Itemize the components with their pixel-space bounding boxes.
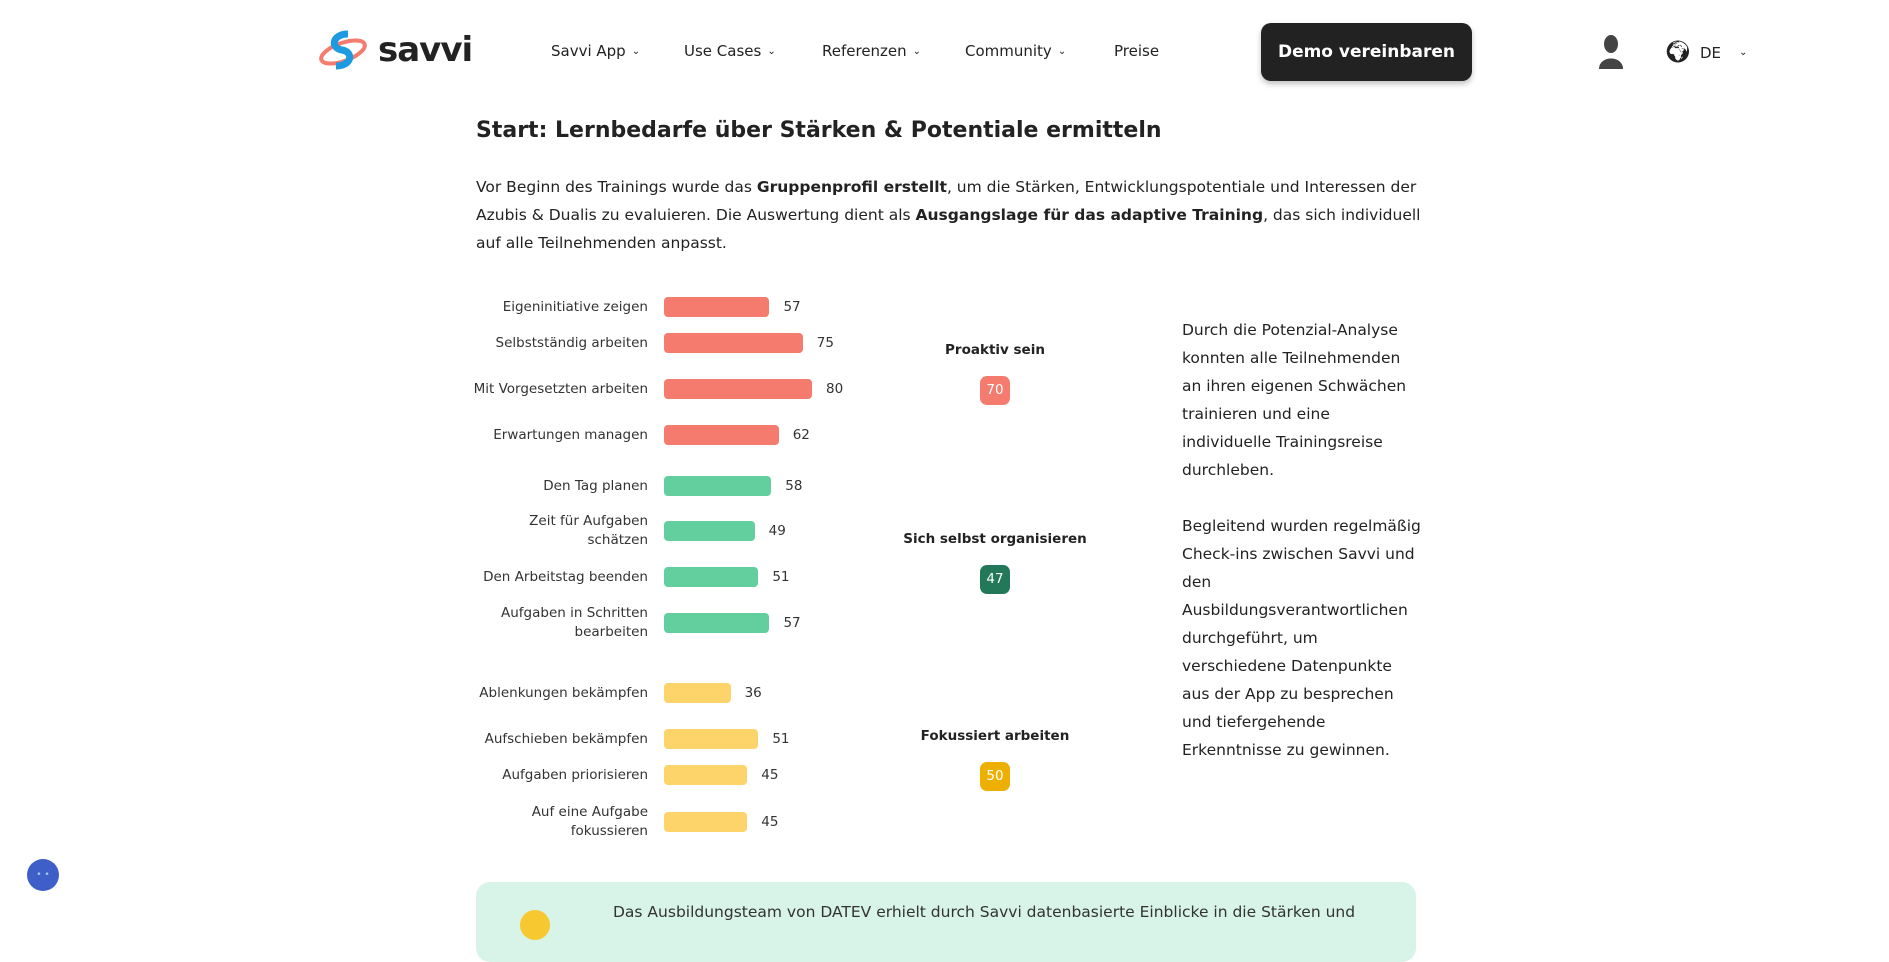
bar-label: Aufgaben priorisieren	[502, 766, 648, 783]
bar-value: 36	[744, 685, 762, 701]
bar	[664, 333, 803, 353]
chart-row: Den Tag planen 58	[470, 463, 870, 509]
bar-value: 45	[761, 767, 779, 783]
bar	[664, 379, 812, 399]
bar	[664, 683, 731, 703]
nav-label: Savvi App	[551, 42, 626, 60]
intro-text: , um die Stärken, Entwicklungspotentiale…	[476, 178, 1417, 224]
group-score-badge: 70	[980, 376, 1010, 405]
group-summary: Fokussiert arbeiten 50	[880, 728, 1110, 791]
bar-value: 58	[785, 478, 803, 494]
nav-label: Referenzen	[822, 42, 907, 60]
callout-box	[476, 882, 1416, 962]
side-text: Durch die Potenzial-Analyse konnten alle…	[1182, 316, 1422, 792]
group-title: Sich selbst organisieren	[903, 531, 1087, 547]
bar-value: 57	[783, 615, 801, 631]
chevron-down-icon: ⌄	[767, 45, 776, 57]
group-summary: Proaktiv sein 70	[880, 342, 1110, 405]
intro-paragraph: Vor Beginn des Trainings wurde das Grupp…	[476, 173, 1426, 257]
bar	[664, 765, 748, 785]
chart-row: Ablenkungen bekämpfen 36	[470, 670, 870, 716]
callout-text: Das Ausbildungsteam von DATEV erhielt du…	[613, 903, 1356, 921]
chart-row: Auf eine Aufgabe fokussieren 45	[470, 799, 870, 845]
side-paragraph: Durch die Potenzial-Analyse konnten alle…	[1182, 321, 1407, 479]
bar-value: 51	[772, 731, 790, 747]
chart-row: Selbstständig arbeiten 75	[470, 320, 870, 366]
bar-value: 49	[768, 523, 786, 539]
bar	[664, 613, 770, 633]
bar	[664, 297, 770, 317]
intro-text: , das sich individuell auf alle Teilnehm…	[476, 206, 1421, 252]
chevron-down-icon: ⌄	[912, 45, 922, 57]
nav-community[interactable]: Community ⌄	[965, 42, 1066, 60]
chart-row: Eigeninitiative zeigen 57	[470, 284, 870, 330]
globe-icon: 🌍︎	[1664, 40, 1692, 65]
bar	[664, 729, 759, 749]
cookie-settings-icon[interactable]: • •	[27, 859, 59, 891]
demo-button[interactable]: Demo vereinbaren	[1261, 23, 1472, 81]
nav-savvi-app[interactable]: Savvi App ⌄	[551, 42, 640, 60]
bar-value: 57	[783, 299, 801, 315]
group-title: Fokussiert arbeiten	[920, 728, 1070, 744]
bar-value: 45	[761, 814, 779, 830]
nav-label: Preise	[1114, 42, 1160, 60]
bar	[664, 567, 759, 587]
nav-label: Community	[965, 42, 1052, 60]
bar-value: 75	[816, 335, 834, 351]
bar-label: Mit Vorgesetzten arbeiten	[473, 380, 648, 397]
group-score-badge: 47	[980, 565, 1010, 594]
language-label: DE	[1699, 43, 1721, 62]
bar	[664, 476, 772, 496]
logo-text: savvi	[378, 30, 473, 70]
nav-use-cases[interactable]: Use Cases ⌄	[684, 42, 776, 60]
bar-label: Aufgaben in Schritten bearbeiten	[500, 605, 648, 640]
chart-row: Aufgaben priorisieren 45	[470, 752, 870, 798]
nav-preise[interactable]: Preise	[1114, 42, 1159, 60]
user-icon[interactable]	[1598, 35, 1624, 73]
intro-emphasis: Gruppenprofil erstellt	[756, 178, 947, 196]
side-paragraph: Begleitend wurden regelmäßig Check-ins z…	[1182, 517, 1421, 759]
bar-label: Selbstständig arbeiten	[495, 334, 648, 351]
chevron-down-icon: ⌄	[1738, 47, 1748, 58]
language-selector[interactable]: 🌍︎ DE ⌄	[1664, 40, 1747, 65]
bar	[664, 812, 748, 832]
logo[interactable]: savvi	[318, 30, 473, 70]
group-score-badge: 50	[980, 762, 1010, 791]
bar-label: Ablenkungen bekämpfen	[479, 684, 648, 701]
chart-row: Mit Vorgesetzten arbeiten 80	[470, 366, 870, 412]
bar-label: Aufschieben bekämpfen	[484, 730, 648, 747]
intro-text: Vor Beginn des Trainings wurde das	[476, 178, 757, 196]
bar-label: Den Arbeitstag beenden	[483, 568, 648, 585]
bar-label: Den Tag planen	[543, 477, 648, 494]
nav-label: Use Cases	[684, 42, 762, 60]
chart-row: Zeit für Aufgaben schätzen 49	[470, 508, 870, 554]
group-summary: Sich selbst organisieren 47	[880, 531, 1110, 594]
logo-swirl-icon	[319, 30, 367, 70]
intro-emphasis: Ausgangslage für das adaptive Training	[915, 206, 1264, 224]
bar	[664, 521, 755, 541]
chart-row: Den Arbeitstag beenden 51	[470, 554, 870, 600]
bar	[664, 425, 779, 445]
chart-row: Aufschieben bekämpfen 51	[470, 716, 870, 762]
chevron-down-icon: ⌄	[631, 45, 641, 57]
chart-row: Aufgaben in Schritten bearbeiten 57	[470, 600, 870, 646]
nav-referenzen[interactable]: Referenzen ⌄	[822, 42, 921, 60]
chevron-down-icon: ⌄	[1057, 45, 1067, 57]
bar-value: 51	[772, 569, 790, 585]
section-title: Start: Lernbedarfe über Stärken & Potent…	[476, 118, 1162, 143]
bar-label: Erwartungen managen	[493, 426, 648, 443]
lightbulb-icon	[520, 910, 550, 940]
chart-row: Erwartungen managen 62	[470, 412, 870, 458]
bar-value: 62	[792, 427, 810, 443]
group-title: Proaktiv sein	[945, 342, 1045, 358]
bar-label: Auf eine Aufgabe fokussieren	[531, 804, 648, 839]
bar-label: Zeit für Aufgaben schätzen	[529, 513, 648, 548]
bar-value: 80	[826, 381, 844, 397]
bar-label: Eigeninitiative zeigen	[502, 298, 648, 315]
